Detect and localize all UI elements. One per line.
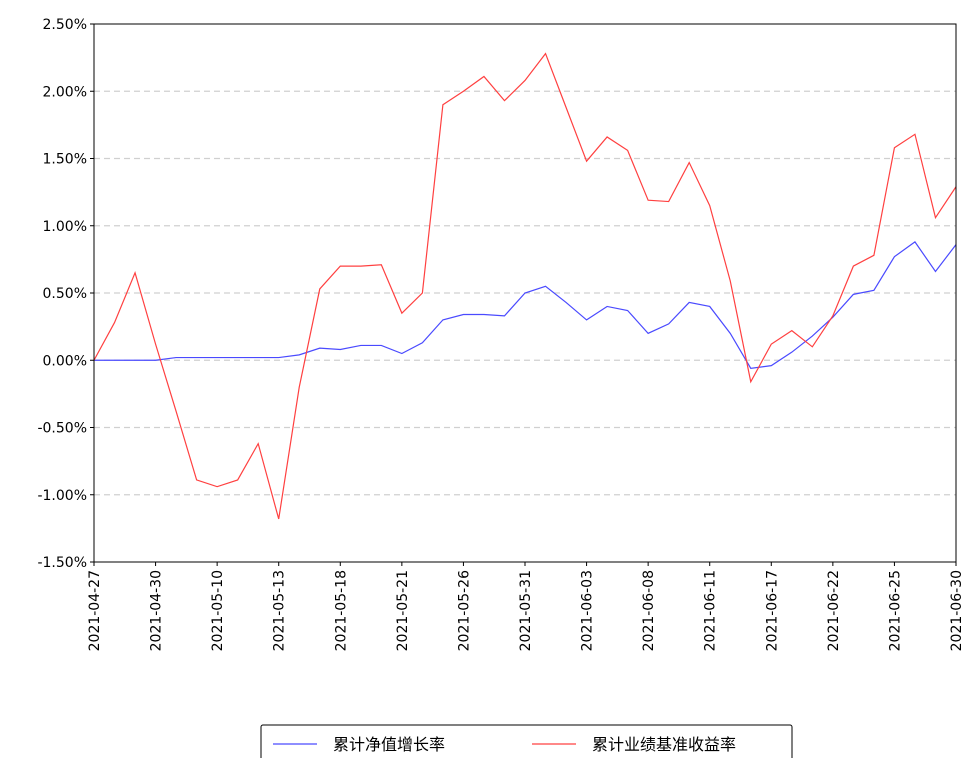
y-tick-label: 2.00% — [43, 84, 87, 100]
x-tick-label: 2021-05-10 — [210, 570, 226, 651]
y-tick-label: 1.00% — [43, 219, 87, 235]
y-tick-label: 0.50% — [43, 286, 87, 302]
x-tick-label: 2021-06-11 — [703, 570, 719, 651]
series-line — [93, 52, 957, 520]
x-tick-label: 2021-06-03 — [580, 570, 596, 651]
y-tick-label: -1.00% — [37, 488, 87, 504]
axes: -1.50% -1.00% -0.50% 0.00% 0.50% 1.00% 1.50% 2.… — [37, 17, 964, 651]
plot-lines — [93, 52, 957, 520]
x-tick-label: 2021-05-31 — [518, 570, 534, 651]
y-tick-label: -0.50% — [37, 421, 87, 437]
x-tick-label: 2021-06-08 — [641, 570, 657, 651]
x-tick-label: 2021-05-21 — [395, 570, 411, 651]
x-tick-label: 2021-06-17 — [764, 570, 780, 651]
legend-box — [260, 724, 793, 758]
x-tick-label: 2021-05-18 — [333, 570, 349, 651]
x-tick-label: 2021-04-30 — [149, 570, 165, 651]
x-tick-label: 2021-06-25 — [887, 570, 903, 651]
y-tick-label: 0.00% — [43, 353, 87, 369]
series-line — [94, 241, 957, 369]
x-tick-label: 2021-05-13 — [272, 570, 288, 651]
legend: 累计净值增长率 累计业绩基准收益率 — [273, 735, 736, 754]
x-tick-label: 2021-05-26 — [456, 570, 472, 651]
legend-label: 累计净值增长率 — [333, 735, 445, 754]
x-tick-label: 2021-06-22 — [826, 570, 842, 651]
y-tick-label: 2.50% — [43, 17, 87, 33]
x-tick-label: 2021-04-27 — [87, 570, 103, 651]
legend-label: 累计业绩基准收益率 — [592, 735, 736, 754]
y-tick-label: -1.50% — [37, 555, 87, 571]
y-tick-label: 1.50% — [43, 152, 87, 168]
x-tick-label: 2021-06-30 — [949, 570, 964, 651]
